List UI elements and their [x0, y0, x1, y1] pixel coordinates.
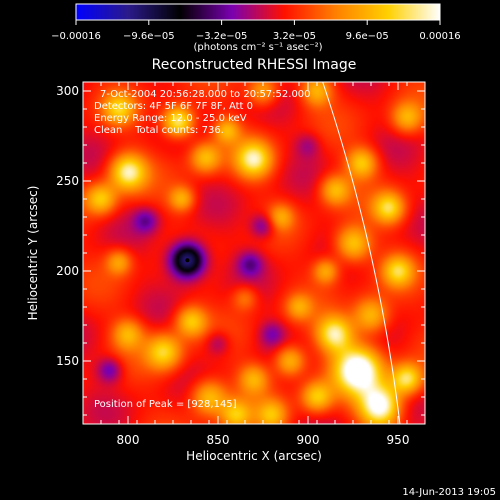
y-tick-label-150: 150	[56, 354, 79, 368]
colorbar-tick-label-2: −3.2e−05	[196, 31, 248, 42]
colorbar-units-label: (photons cm⁻² s⁻¹ asec⁻²)	[193, 42, 322, 53]
x-tick-label-950: 950	[387, 433, 410, 447]
colorbar-tick-label-5: 0.00016	[419, 31, 460, 42]
y-tick-label-250: 250	[56, 174, 79, 188]
peak-marker	[185, 258, 190, 263]
heatmap-image	[83, 82, 425, 424]
solar-limb-curve	[322, 82, 401, 424]
colorbar-tick-label-1: −9.6e−05	[123, 31, 175, 42]
x-tick-label-850: 850	[207, 433, 230, 447]
observation-info: 7-Oct-2004 20:56:28.000 to 20:57:52.000 …	[94, 89, 311, 136]
y-axis-label: Heliocentric Y (arcsec)	[26, 186, 40, 321]
colorbar-tick-label-3: 3.2e−05	[273, 31, 316, 42]
axis-ticks	[82, 82, 426, 424]
colorbar-gradient	[75, 3, 441, 21]
x-tick-label-800: 800	[117, 433, 140, 447]
colorbar-tick-label-0: −0.00016	[51, 31, 101, 42]
x-axis-label: Heliocentric X (arcsec)	[186, 449, 322, 463]
colorbar-tick-label-4: 9.6e−05	[346, 31, 389, 42]
colorbar: −0.00016 −9.6e−05 −3.2e−05 3.2e−05 9.6e−…	[51, 3, 461, 53]
peak-position-label: Position of Peak = [928,145]	[94, 399, 237, 410]
heatmap-area	[83, 82, 425, 424]
y-tick-label-200: 200	[56, 264, 79, 278]
y-tick-label-300: 300	[56, 84, 79, 98]
generation-timestamp: 14-Jun-2013 19:05	[402, 487, 496, 498]
info-line-time-range: 7-Oct-2004 20:56:28.000 to 20:57:52.000	[100, 89, 311, 100]
info-line-clean-counts: Clean Total counts: 736.	[94, 125, 224, 136]
info-line-detectors: Detectors: 4F 5F 6F 7F 8F, Att 0	[94, 101, 253, 112]
info-line-energy-range: Energy Range: 12.0 - 25.0 keV	[94, 113, 247, 124]
chart-title: Reconstructed RHESSI Image	[152, 57, 357, 73]
colorbar-ticks	[75, 20, 441, 25]
x-tick-label-900: 900	[297, 433, 320, 447]
